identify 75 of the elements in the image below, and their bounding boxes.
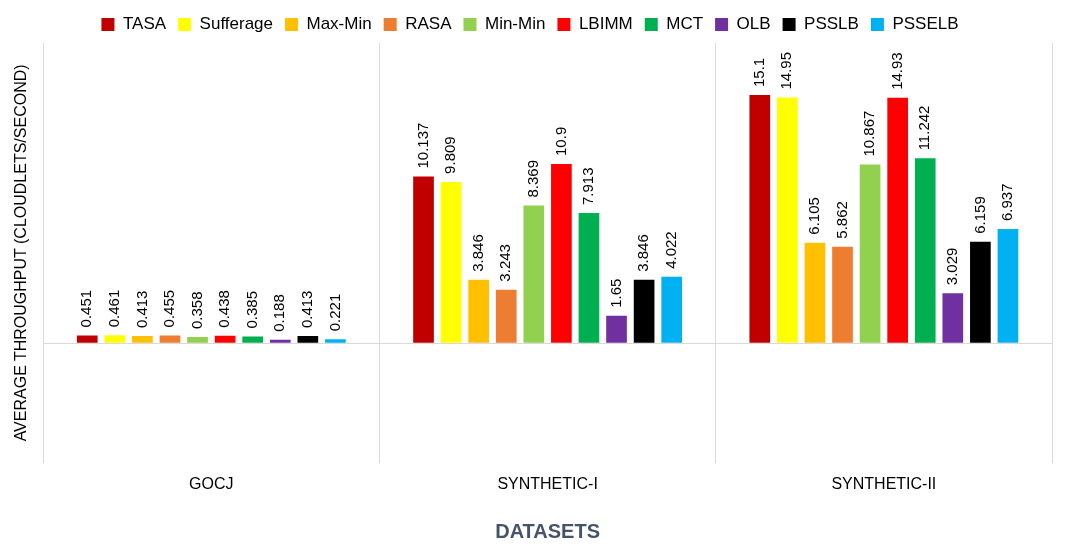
bar bbox=[777, 97, 798, 343]
bar bbox=[440, 181, 462, 343]
data-label: 0.358 bbox=[187, 291, 205, 329]
bar bbox=[832, 246, 853, 343]
data-label: 0.385 bbox=[242, 290, 260, 329]
bar bbox=[859, 164, 881, 343]
x-tick-label: SYNTHETIC-I bbox=[497, 474, 598, 492]
data-label: 14.93 bbox=[887, 52, 905, 90]
data-label: 10.867 bbox=[860, 110, 878, 157]
bar bbox=[606, 315, 627, 343]
bar bbox=[76, 335, 98, 343]
x-axis-title: DATASETS bbox=[495, 519, 601, 542]
data-label: 6.159 bbox=[970, 196, 988, 234]
data-label: 0.221 bbox=[325, 293, 343, 332]
data-label: 3.029 bbox=[942, 247, 960, 286]
data-label: 0.455 bbox=[160, 289, 178, 328]
bar bbox=[887, 97, 908, 343]
legend-label: OLB bbox=[736, 14, 771, 34]
data-label: 3.846 bbox=[634, 234, 652, 272]
bar bbox=[914, 158, 936, 343]
data-label: 0.461 bbox=[104, 289, 122, 328]
bar bbox=[578, 212, 600, 343]
data-label: 0.413 bbox=[132, 290, 150, 329]
legend-label: PSSELB bbox=[892, 14, 959, 34]
data-label: 14.95 bbox=[777, 51, 795, 90]
data-label: 10.9 bbox=[551, 126, 569, 156]
bar bbox=[551, 163, 572, 343]
legend-label: Sufferage bbox=[199, 14, 274, 34]
bar bbox=[997, 229, 1019, 343]
data-label: 6.105 bbox=[805, 197, 823, 235]
bar bbox=[468, 279, 490, 343]
bar bbox=[523, 205, 545, 343]
bar bbox=[297, 336, 319, 343]
data-label: 3.243 bbox=[496, 244, 514, 282]
data-label: 6.937 bbox=[998, 183, 1016, 222]
data-label: 4.022 bbox=[661, 231, 679, 269]
data-label: 5.862 bbox=[832, 201, 850, 239]
bar bbox=[325, 339, 346, 343]
legend-label: RASA bbox=[405, 14, 453, 34]
data-label: 0.438 bbox=[215, 290, 233, 328]
data-label: 15.1 bbox=[749, 57, 767, 88]
legend-label: Min-Min bbox=[484, 14, 546, 34]
bar bbox=[804, 242, 826, 343]
bar bbox=[633, 279, 655, 343]
bar bbox=[970, 241, 991, 343]
data-label: 11.242 bbox=[915, 105, 933, 151]
bar bbox=[942, 293, 964, 343]
data-label: 7.913 bbox=[579, 167, 597, 205]
data-label: 0.188 bbox=[270, 294, 288, 332]
y-axis-title: AVERAGE THROUGHPUT (CLOUDLETS/SECOND) bbox=[12, 64, 30, 442]
bar bbox=[661, 276, 683, 343]
bar bbox=[132, 336, 153, 343]
legend-label: Max-Min bbox=[306, 14, 372, 34]
bar bbox=[749, 95, 771, 343]
bar bbox=[104, 335, 126, 343]
x-tick-label: GOCJ bbox=[189, 474, 234, 492]
bar bbox=[269, 339, 291, 343]
bar bbox=[214, 335, 236, 343]
bar bbox=[159, 335, 181, 343]
data-label: 9.809 bbox=[441, 136, 459, 174]
data-label: 1.65 bbox=[606, 278, 624, 308]
bar bbox=[242, 336, 264, 343]
bar bbox=[413, 176, 434, 343]
bar bbox=[495, 289, 517, 343]
legend-label: MCT bbox=[666, 14, 704, 34]
data-label: 3.846 bbox=[468, 234, 486, 272]
data-label: 0.413 bbox=[297, 290, 315, 329]
x-tick-label: SYNTHETIC-II bbox=[831, 474, 937, 492]
legend-label: PSSLB bbox=[804, 14, 859, 34]
bar bbox=[187, 336, 208, 343]
data-label: 8.369 bbox=[523, 159, 541, 198]
legend-label: LBIMM bbox=[578, 14, 633, 34]
data-label: 0.451 bbox=[77, 289, 95, 328]
data-label: 10.137 bbox=[413, 122, 431, 169]
legend-label: TASA bbox=[122, 14, 167, 34]
